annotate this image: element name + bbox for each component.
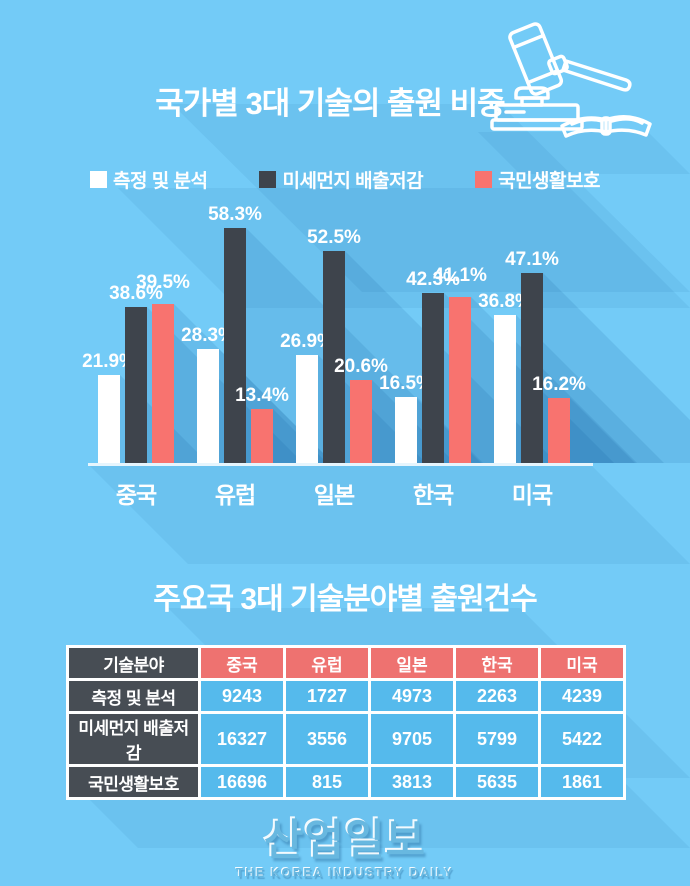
table-row-label: 측정 및 분석 (66, 678, 201, 714)
applications-table: 기술분야 중국 유럽 일본 한국 미국 측정 및 분석 9243 1727 4973 2263 423… (66, 645, 626, 800)
bar-일본-미세먼지 배출저감 (323, 251, 345, 463)
table-header-row: 기술분야 중국 유럽 일본 한국 미국 (66, 645, 626, 681)
bar-value-label: 39.5% (136, 272, 190, 293)
bar-미국-국민생활보호 (548, 398, 570, 463)
bar-value-label: 42.3% (406, 269, 460, 290)
table-column-header-유럽: 유럽 (283, 645, 371, 681)
table-column-header-일본: 일본 (368, 645, 456, 681)
table-cell: 16327 (198, 711, 286, 767)
bar-value-label: 41.1% (433, 265, 487, 286)
bar-미국-측정 및 분석 (494, 315, 516, 463)
table-cell: 5422 (538, 711, 626, 767)
chart-legend: 측정 및 분석 미세먼지 배출저감 국민생활보호 (0, 166, 690, 193)
table-cell: 9705 (368, 711, 456, 767)
bar-중국-국민생활보호 (152, 304, 174, 463)
bar-한국-미세먼지 배출저감 (422, 293, 444, 463)
x-axis-line (88, 463, 593, 466)
bar-value-label: 36.8% (478, 291, 532, 312)
bar-중국-미세먼지 배출저감 (125, 307, 147, 463)
table-cell: 4239 (538, 678, 626, 714)
bar-value-label: 52.5% (307, 227, 361, 248)
bar-유럽-국민생활보호 (251, 409, 273, 463)
bar-value-label: 16.5% (379, 373, 433, 394)
legend-swatch (90, 171, 107, 188)
logo-text: 산업일보 (263, 817, 427, 865)
table-row-label: 국민생활보호 (66, 764, 201, 800)
table-cell: 3556 (283, 711, 371, 767)
table-row: 국민생활보호 16696 815 3813 5635 1861 (66, 764, 626, 800)
bar-value-label: 20.6% (334, 356, 388, 377)
category-label-일본: 일본 (313, 482, 355, 508)
bar-value-label: 16.2% (532, 374, 586, 395)
bar-value-label: 38.6% (109, 283, 163, 304)
table-cell: 16696 (198, 764, 286, 800)
gavel-book-icon (490, 22, 652, 138)
category-label-한국: 한국 (412, 482, 454, 508)
footer-logo: 산업일보 THE KOREA INDUSTRY DAILY (0, 806, 690, 880)
table-row: 측정 및 분석 9243 1727 4973 2263 4239 (66, 678, 626, 714)
table-cell: 5635 (453, 764, 541, 800)
table-cell: 1861 (538, 764, 626, 800)
bar-chart: 21.9% 38.6% 39.5% 중국 28.3% 58.3% 13.4% 유럽 26.9% 5… (0, 200, 690, 520)
category-label-유럽: 유럽 (214, 482, 256, 508)
table-cell: 9243 (198, 678, 286, 714)
logo-subtext: THE KOREA INDUSTRY DAILY (235, 866, 455, 880)
page-title: 국가별 3대 기술의 출원 비중 (155, 86, 505, 121)
table-cell: 3813 (368, 764, 456, 800)
legend-item-0: 측정 및 분석 (90, 166, 208, 193)
bar-value-label: 21.9% (82, 351, 136, 372)
bar-유럽-측정 및 분석 (197, 349, 219, 463)
table-corner-header: 기술분야 (66, 645, 201, 681)
legend-label: 측정 및 분석 (113, 171, 208, 192)
bar-미국-미세먼지 배출저감 (521, 273, 543, 463)
table-column-header-한국: 한국 (453, 645, 541, 681)
category-label-중국: 중국 (115, 482, 157, 508)
table-cell: 5799 (453, 711, 541, 767)
table-cell: 1727 (283, 678, 371, 714)
bar-value-label: 47.1% (505, 249, 559, 270)
legend-item-1: 미세먼지 배출저감 (259, 166, 424, 193)
bar-value-label: 28.3% (181, 325, 235, 346)
table-column-header-미국: 미국 (538, 645, 626, 681)
legend-swatch (475, 171, 493, 188)
legend-swatch (259, 171, 277, 188)
bar-한국-측정 및 분석 (395, 397, 417, 463)
bar-한국-국민생활보호 (449, 297, 471, 463)
legend-item-2: 국민생활보호 (475, 166, 600, 193)
bar-value-label: 58.3% (208, 204, 262, 225)
bar-일본-국민생활보호 (350, 380, 372, 463)
bar-일본-측정 및 분석 (296, 355, 318, 463)
table-section-title: 주요국 3대 기술분야별 출원건수 (153, 583, 538, 616)
table-row: 미세먼지 배출저감 16327 3556 9705 5799 5422 (66, 711, 626, 767)
bar-유럽-미세먼지 배출저감 (224, 228, 246, 463)
bar-value-label: 26.9% (280, 331, 334, 352)
legend-label: 미세먼지 배출저감 (282, 171, 424, 192)
table-cell: 4973 (368, 678, 456, 714)
table-cell: 815 (283, 764, 371, 800)
table-column-header-중국: 중국 (198, 645, 286, 681)
table-row-label: 미세먼지 배출저감 (66, 711, 201, 767)
legend-label: 국민생활보호 (498, 171, 600, 192)
bar-value-label: 13.4% (235, 385, 289, 406)
table-cell: 2263 (453, 678, 541, 714)
category-label-미국: 미국 (511, 482, 553, 508)
bar-중국-측정 및 분석 (98, 375, 120, 463)
